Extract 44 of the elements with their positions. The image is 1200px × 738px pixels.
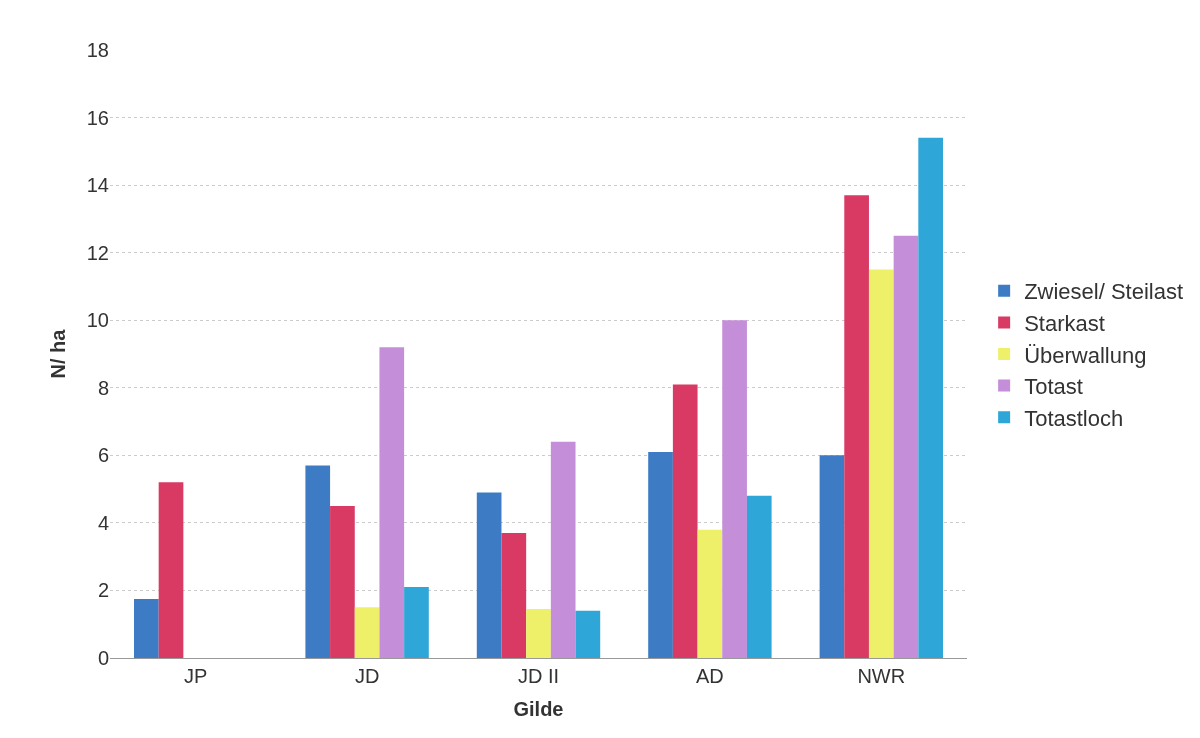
bar bbox=[526, 609, 551, 658]
bar bbox=[746, 495, 772, 658]
bar bbox=[134, 598, 159, 658]
bar bbox=[918, 137, 943, 658]
y-tick-label: 18 bbox=[86, 39, 109, 61]
y-tick-label: 14 bbox=[86, 174, 109, 197]
x-tick-label: JD bbox=[354, 665, 380, 687]
y-tick-label: 0 bbox=[97, 647, 109, 669]
bar bbox=[672, 384, 698, 658]
y-tick-label: 10 bbox=[86, 309, 109, 332]
y-tick-label: 8 bbox=[97, 376, 109, 399]
y-tick-label: 6 bbox=[97, 444, 109, 467]
bar bbox=[305, 465, 331, 658]
y-tick-label: 12 bbox=[86, 241, 109, 264]
bar bbox=[868, 269, 894, 658]
legend-label: Totast bbox=[1024, 374, 1083, 400]
y-axis-title: N/ ha bbox=[47, 328, 70, 379]
y-tick-label: 16 bbox=[86, 106, 109, 129]
x-tick-label: NWR bbox=[857, 665, 906, 687]
bar bbox=[330, 506, 355, 658]
legend-label: Totastloch bbox=[1024, 405, 1124, 431]
y-tick-label: 4 bbox=[97, 511, 109, 534]
bar bbox=[404, 587, 429, 658]
bar bbox=[648, 451, 673, 658]
bar bbox=[158, 482, 184, 658]
x-tick-label: JD II bbox=[517, 665, 560, 687]
bar bbox=[697, 529, 723, 658]
legend-label: Überwallung bbox=[1024, 342, 1147, 368]
bar bbox=[476, 492, 502, 658]
bar bbox=[575, 610, 601, 658]
x-axis-title: Gilde bbox=[513, 697, 564, 720]
bar bbox=[550, 441, 576, 658]
bar bbox=[379, 347, 405, 658]
bar bbox=[354, 607, 380, 658]
legend-label: Starkast bbox=[1024, 310, 1105, 336]
bar bbox=[844, 195, 869, 658]
bar bbox=[819, 455, 845, 658]
y-tick-label: 2 bbox=[97, 579, 109, 602]
x-tick-label: JP bbox=[184, 665, 208, 687]
bar bbox=[893, 235, 919, 658]
bar bbox=[501, 533, 527, 658]
legend-label: Zwiesel/ Steilast bbox=[1024, 279, 1184, 305]
x-tick-label: AD bbox=[696, 665, 724, 687]
bar bbox=[722, 320, 747, 658]
